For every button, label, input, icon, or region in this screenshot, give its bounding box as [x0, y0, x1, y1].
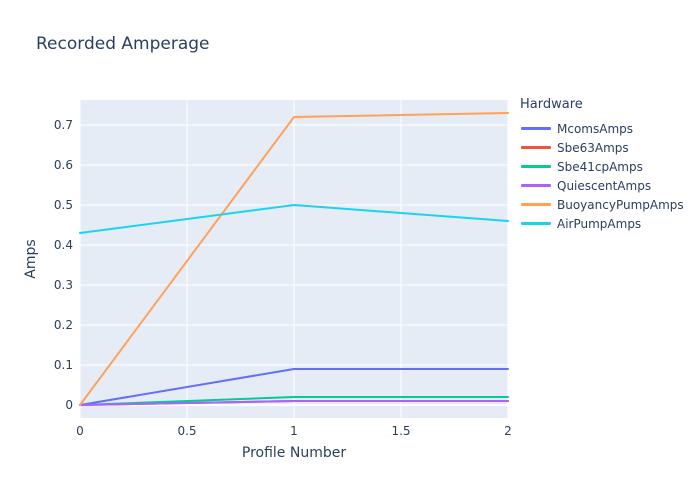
y-axis-title: Amps — [23, 239, 39, 279]
legend-item-Sbe63Amps[interactable]: Sbe63Amps — [518, 138, 684, 157]
legend-title: Hardware — [520, 97, 583, 112]
y-tick-label: 0.3 — [54, 278, 73, 292]
legend-line-swatch — [521, 184, 551, 187]
legend-item-label: McomsAmps — [557, 121, 634, 136]
x-axis-title: Profile Number — [241, 445, 347, 461]
legend-line-swatch — [521, 146, 551, 149]
legend-item-label: QuiescentAmps — [557, 178, 652, 193]
y-tick-label: 0.7 — [54, 118, 73, 132]
legend-item-QuiescentAmps[interactable]: QuiescentAmps — [518, 176, 684, 195]
legend-item-Sbe41cpAmps[interactable]: Sbe41cpAmps — [518, 157, 684, 176]
series-line-QuiescentAmps[interactable] — [79, 400, 509, 406]
x-tick-label: 0.5 — [177, 424, 196, 438]
series-line-McomsAmps[interactable] — [79, 368, 509, 406]
x-tick-label: 1.5 — [391, 424, 410, 438]
y-tick-label: 0.5 — [54, 198, 73, 212]
y-tick-label: 0.1 — [54, 358, 73, 372]
x-tick-label: 0 — [76, 424, 84, 438]
chart-title: Recorded Amperage — [36, 34, 210, 54]
y-tick-label: 0.6 — [54, 158, 73, 172]
series-line-Sbe41cpAmps[interactable] — [79, 396, 509, 406]
x-tick-label: 2 — [504, 424, 512, 438]
y-tick-label: 0.4 — [54, 238, 73, 252]
series-line-AirPumpAmps[interactable] — [79, 204, 509, 234]
legend-item-BuoyancyPumpAmps[interactable]: BuoyancyPumpAmps — [518, 195, 684, 214]
legend-item-label: BuoyancyPumpAmps — [557, 197, 684, 212]
legend-line-swatch — [521, 222, 551, 225]
y-tick-label: 0 — [65, 398, 73, 412]
y-tick-label: 0.2 — [54, 318, 73, 332]
legend-line-swatch — [521, 165, 551, 168]
legend-line-swatch — [521, 203, 551, 206]
legend-item-AirPumpAmps[interactable]: AirPumpAmps — [518, 214, 684, 233]
legend-item-McomsAmps[interactable]: McomsAmps — [518, 119, 684, 138]
legend-items: McomsAmps Sbe63Amps Sbe41cpAmps QuiescentAm… — [518, 119, 684, 233]
legend: Hardware McomsAmps Sbe63Amps Sbe41cpAmps Qu… — [518, 97, 684, 233]
legend-item-label: AirPumpAmps — [557, 216, 642, 231]
series-line-BuoyancyPumpAmps[interactable] — [79, 112, 509, 406]
legend-item-label: Sbe63Amps — [557, 140, 629, 155]
legend-item-label: Sbe41cpAmps — [557, 159, 643, 174]
x-tick-label: 1 — [290, 424, 298, 438]
legend-line-swatch — [521, 127, 551, 130]
